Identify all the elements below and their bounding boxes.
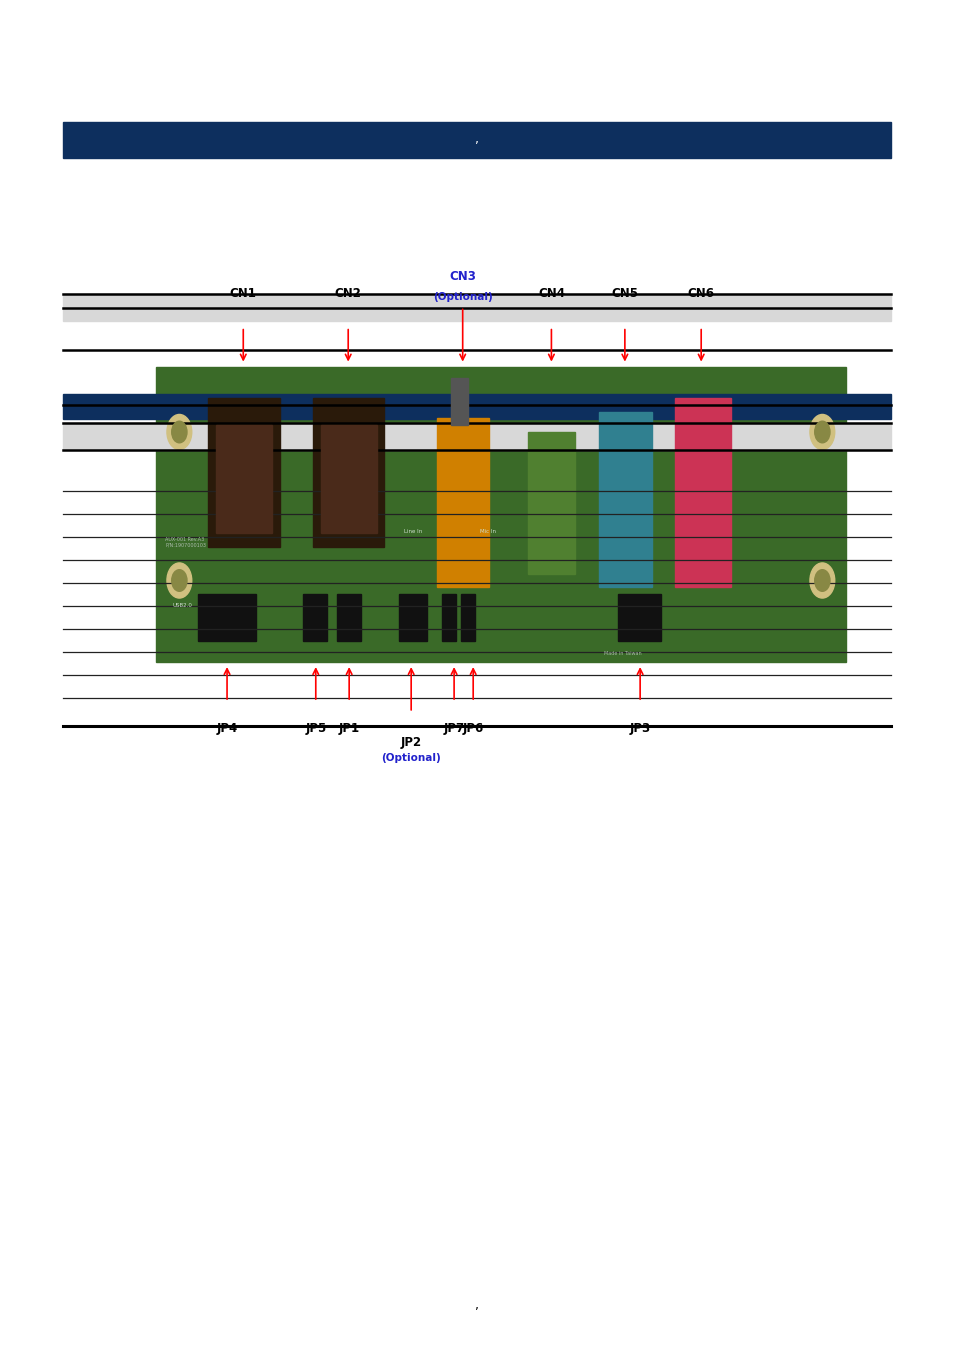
Bar: [441, 594, 456, 641]
Bar: [460, 594, 475, 641]
Bar: [155, 367, 845, 662]
Bar: [618, 594, 660, 641]
Circle shape: [167, 414, 192, 450]
Circle shape: [167, 563, 192, 598]
Text: JP7: JP7: [443, 722, 464, 736]
Text: CN5: CN5: [611, 286, 638, 300]
Text: JP5: JP5: [305, 722, 326, 736]
Text: USB2.0: USB2.0: [172, 603, 193, 609]
Circle shape: [172, 421, 187, 443]
Circle shape: [814, 570, 829, 591]
Bar: [527, 432, 575, 574]
Circle shape: [809, 563, 834, 598]
Bar: [198, 594, 255, 641]
Bar: [215, 425, 272, 533]
Bar: [63, 394, 890, 418]
Text: CN6: CN6: [687, 286, 714, 300]
Text: CN1: CN1: [230, 286, 256, 300]
Bar: [63, 122, 890, 158]
Text: (Optional): (Optional): [381, 753, 440, 763]
Bar: [303, 594, 327, 641]
Text: CN4: CN4: [537, 286, 564, 300]
Text: CN3: CN3: [449, 270, 476, 284]
Text: ,: ,: [475, 134, 478, 146]
Text: Mic In: Mic In: [479, 529, 496, 535]
Bar: [63, 423, 890, 450]
Bar: [451, 378, 468, 425]
Bar: [63, 294, 890, 321]
Bar: [336, 594, 360, 641]
Bar: [320, 425, 376, 533]
Text: ,: ,: [475, 1299, 478, 1312]
Text: (Optional): (Optional): [433, 293, 492, 302]
Circle shape: [809, 414, 834, 450]
Bar: [313, 398, 384, 547]
Text: CN2: CN2: [335, 286, 361, 300]
Circle shape: [814, 421, 829, 443]
Bar: [398, 594, 427, 641]
Bar: [436, 418, 489, 587]
Text: AUX-001 Rev.A3
P/N:1907000103: AUX-001 Rev.A3 P/N:1907000103: [165, 537, 206, 548]
Text: JP2: JP2: [400, 736, 421, 749]
Text: JP1: JP1: [338, 722, 359, 736]
Bar: [675, 398, 730, 587]
Text: Made in Taiwan: Made in Taiwan: [603, 651, 640, 656]
Circle shape: [172, 570, 187, 591]
Bar: [598, 412, 651, 587]
Text: JP4: JP4: [216, 722, 237, 736]
Text: JP3: JP3: [629, 722, 650, 736]
Bar: [208, 398, 279, 547]
Text: Line In: Line In: [403, 529, 421, 535]
Text: JP6: JP6: [462, 722, 483, 736]
